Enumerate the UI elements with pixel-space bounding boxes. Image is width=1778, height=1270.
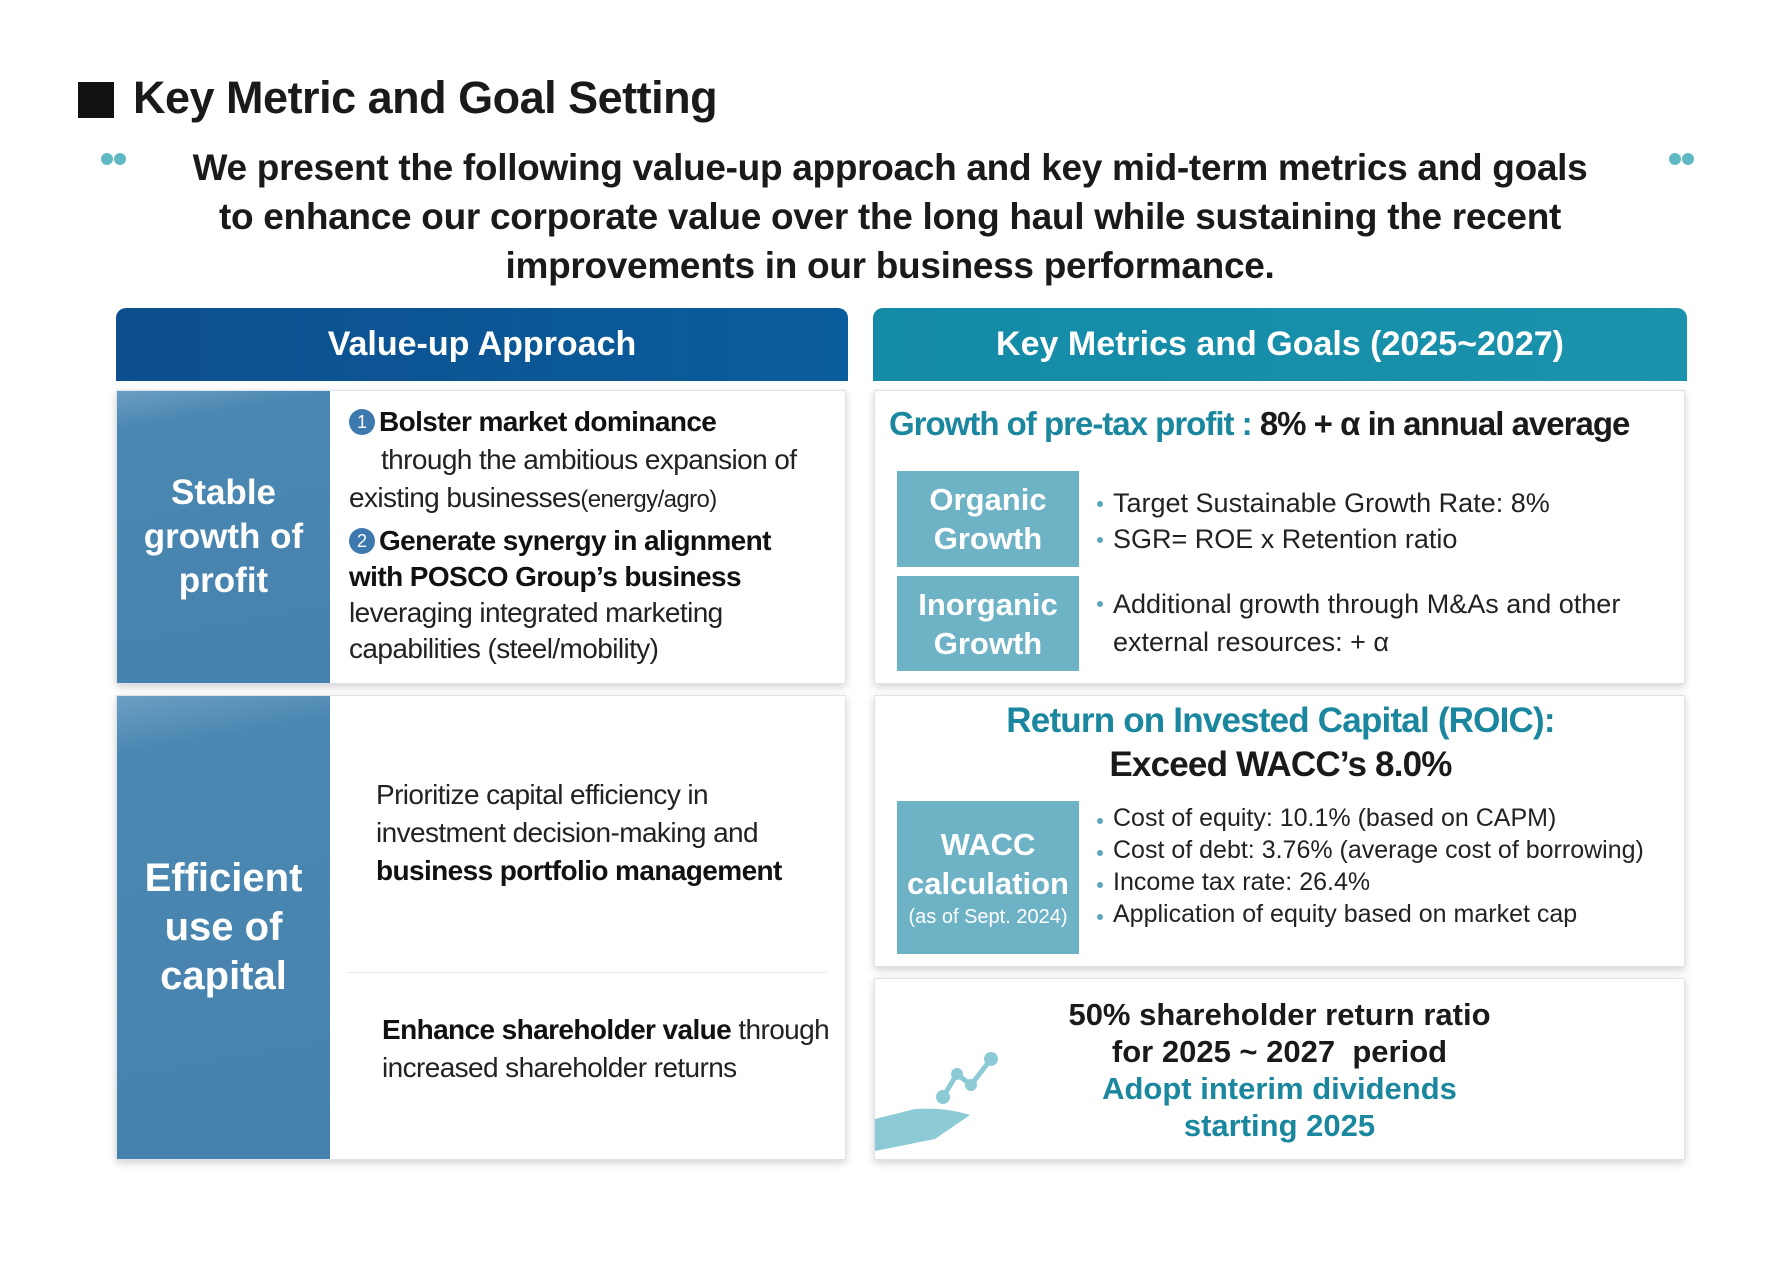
bullet: SGR= ROE x Retention ratio — [1095, 521, 1675, 557]
metric-label-text: Organic Growth — [929, 482, 1047, 556]
title-square — [78, 82, 114, 118]
metric-goal: Exceed WACC’s 8.0% — [1109, 745, 1452, 784]
quote-close — [1669, 153, 1694, 165]
bullet-list: Cost of equity: 10.1% (based on CAPM) Co… — [1095, 802, 1685, 930]
item-bold: Enhance shareholder value — [382, 1014, 732, 1045]
shareholder-line: 50% shareholder return ratio — [1068, 997, 1491, 1032]
metric-title: Return on Invested Capital (ROIC): — [1006, 701, 1555, 740]
approach-item: 2 Generate synergy in alignment with POSC… — [349, 523, 829, 667]
metric-box: Growth of pre-tax profit : 8% + α in ann… — [874, 390, 1685, 684]
shareholder-line: for 2025 ~ 2027 period — [1111, 1034, 1448, 1069]
section-box: Stable growth of profit 1 Bolster market … — [116, 390, 846, 684]
item-text: through the ambitious expansion of exist… — [349, 444, 797, 513]
metric-label-note: (as of Sept. 2024) — [908, 905, 1068, 928]
metric-label: Inorganic Growth — [897, 576, 1079, 671]
item-text: leveraging integrated marketing capabili… — [349, 597, 723, 664]
item-note: (energy/agro) — [580, 486, 717, 513]
approach-item: Prioritize capital efficiency in investm… — [376, 776, 826, 890]
bullet: Application of equity based on market ca… — [1095, 898, 1685, 930]
section-label-text: Stable growth of profit — [143, 473, 304, 600]
item-number: 2 — [349, 528, 375, 554]
bullet: Income tax rate: 26.4% — [1095, 866, 1685, 898]
bullet: Cost of debt: 3.76% (average cost of bor… — [1095, 834, 1685, 866]
item-bold: business portfolio management — [376, 855, 782, 886]
left-header: Value-up Approach — [116, 308, 848, 381]
bullet: Target Sustainable Growth Rate: 8% — [1095, 485, 1675, 521]
intro-line: to enhance our corporate value over the … — [218, 196, 1562, 237]
hand-icon — [875, 1052, 998, 1151]
item-text: Prioritize capital efficiency in investm… — [376, 779, 759, 848]
quote-open — [101, 153, 126, 165]
intro-line: improvements in our business performance… — [505, 245, 1275, 286]
divider — [347, 972, 827, 973]
section-label: Stable growth of profit — [117, 391, 330, 683]
metric-label: WACC calculation (as of Sept. 2024) — [897, 801, 1079, 954]
metric-title-label: Growth of pre-tax profit : — [889, 405, 1253, 442]
metric-box: Return on Invested Capital (ROIC): Excee… — [874, 695, 1685, 967]
approach-item: 1 Bolster market dominance through the am… — [349, 403, 829, 519]
section-box: Efficient use of capital Prioritize capi… — [116, 695, 846, 1160]
metric-title-goal: 8% + α in annual average — [1259, 405, 1631, 442]
bullet: Cost of equity: 10.1% (based on CAPM) — [1095, 802, 1685, 834]
metric-label-text: WACC calculation — [907, 826, 1069, 901]
item-bold: Bolster market dominance — [379, 406, 717, 437]
intro-line: We present the following value-up approa… — [192, 147, 1588, 188]
item-number: 1 — [349, 409, 375, 435]
shareholder-highlight: Adopt interim dividends — [1102, 1071, 1457, 1106]
metric-box — [874, 978, 1685, 1160]
metric-label: Organic Growth — [897, 471, 1079, 567]
bullet-list: Additional growth through M&As and other… — [1095, 585, 1675, 661]
item-bold: Generate synergy in alignment with POSCO… — [349, 525, 771, 592]
section-label-text: Efficient use of capital — [144, 856, 303, 998]
item-text: through increased shareholder returns — [382, 1014, 830, 1083]
metric-label-text: Inorganic Growth — [918, 586, 1058, 661]
section-label: Efficient use of capital — [117, 696, 330, 1159]
bullet-list: Target Sustainable Growth Rate: 8% SGR= … — [1095, 485, 1675, 557]
metric-title: Growth of pre-tax profit : 8% + α in ann… — [889, 405, 1631, 443]
shareholder-highlight: starting 2025 — [1183, 1108, 1376, 1143]
page-title: Key Metric and Goal Setting — [133, 72, 718, 123]
right-header: Key Metrics and Goals (2025~2027) — [873, 308, 1687, 381]
bullet: Additional growth through M&As and other… — [1095, 585, 1675, 661]
approach-item: Enhance shareholder value through increa… — [382, 1011, 832, 1087]
